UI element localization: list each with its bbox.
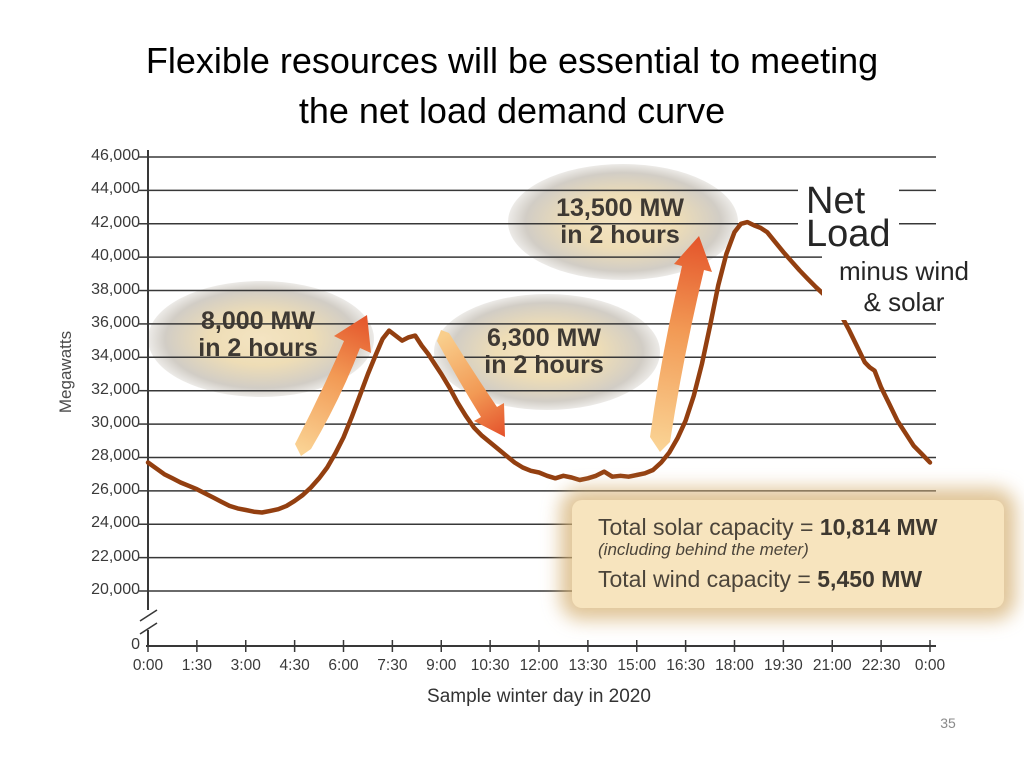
y-tick-label: 22,000 [91,547,140,565]
ramp1-line2: in 2 hours [198,334,318,362]
y-tick-label: 30,000 [91,414,140,432]
behind-meter-note: (including behind the meter) [598,540,809,559]
x-tick-label: 0:00 [914,657,946,674]
x-tick-label: 15:00 [617,657,657,674]
page-number: 35 [940,715,956,731]
y-tick-label: 34,000 [91,347,140,365]
wind-capacity-value: 5,450 MW [817,566,923,592]
x-tick-label: 7:30 [377,657,408,674]
evening-ramp-up-arrow-icon [650,236,712,452]
x-tick-label: 12:00 [519,657,559,674]
x-tick-label: 6:00 [328,657,359,674]
x-tick-label: 13:30 [568,657,608,674]
y-tick-label: 28,000 [91,447,140,465]
slide-title-line2: the net load demand curve [298,90,726,131]
x-tick-label: 4:30 [279,657,310,674]
y-tick-label: 44,000 [91,180,140,198]
slide-title: Flexible resources will be essential to … [0,36,1024,136]
ramp3-line2: in 2 hours [560,221,680,249]
ramp3-line1: 13,500 MW [556,194,684,222]
minus-wind-label: minus wind [838,256,970,286]
y-tick-label: 46,000 [91,147,140,164]
ramp2-line1: 6,300 MW [487,324,601,352]
midday-ramp-down-arrow-icon [437,330,505,437]
ramp1-line1: 8,000 MW [201,307,315,335]
y-tick-label: 26,000 [91,480,140,498]
net-label: Net [806,180,866,222]
ramp1-annotation: 8,000 MW in 2 hours [153,308,363,362]
x-tick-label: 9:00 [426,657,457,674]
x-axis-caption: Sample winter day in 2020 [427,686,651,707]
x-tick-label: 16:30 [666,657,706,674]
y-tick-label-zero: 0 [131,636,140,653]
y-tick-label: 40,000 [91,247,140,265]
series-label-minus-wind-solar: minus wind & solar [822,254,986,320]
x-tick-label: 3:00 [230,657,261,674]
slide-title-line1: Flexible resources will be essential to … [145,40,879,81]
x-tick-label: 0:00 [132,657,164,674]
series-label-net-load: Net Load [798,182,899,254]
y-tick-label: 32,000 [91,380,140,398]
x-tick-label: 18:00 [715,657,754,674]
y-tick-label: 36,000 [91,313,140,331]
net-load-curve [145,219,933,515]
y-tick-label: 38,000 [91,280,140,298]
x-tick-label: 19:30 [763,657,803,674]
x-tick-label: 22:30 [861,657,901,674]
solar-capacity-value: 10,814 MW [819,514,938,540]
load-label: Load [806,213,891,255]
ramp3-annotation: 13,500 MW in 2 hours [515,195,725,249]
wind-capacity-line: Total wind capacity = 5,450 MW [598,566,1004,592]
capacity-info-box: Total solar capacity = 10,814 MW (includ… [572,500,1004,608]
solar-capacity-line: Total solar capacity = 10,814 MW [598,514,1004,540]
y-tick-label: 24,000 [91,514,140,532]
solar-capacity-label: Total solar capacity = [598,514,820,540]
ramp2-annotation: 6,300 MW in 2 hours [439,325,649,379]
x-tick-label: 10:30 [470,657,510,674]
ramp2-line2: in 2 hours [484,351,604,379]
morning-ramp-up-arrow-icon [295,315,371,456]
and-solar-label: & solar [863,287,945,317]
wind-capacity-label: Total wind capacity = [598,566,818,592]
y-axis-title: Megawatts [56,330,75,414]
y-tick-label: 42,000 [91,213,140,231]
x-tick-label: 1:30 [181,657,212,674]
x-tick-label: 21:00 [812,657,852,674]
y-tick-label: 20,000 [91,581,140,598]
